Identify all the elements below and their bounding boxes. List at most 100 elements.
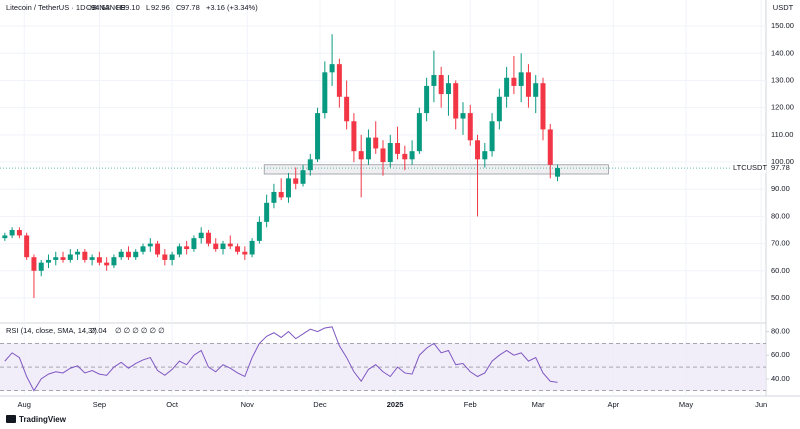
x-tick-label: Oct — [166, 400, 179, 409]
candle-body — [387, 143, 393, 163]
candle-body — [467, 113, 473, 141]
candle-body — [496, 96, 502, 122]
x-tick-label: Apr — [607, 400, 619, 409]
rsi-tick-label: 80.00 — [771, 327, 790, 336]
candle-body — [460, 113, 466, 119]
candle-body — [416, 113, 422, 152]
candle-body — [453, 83, 459, 119]
candle-body — [67, 254, 73, 260]
price-label-symbol: LTCUSDT — [733, 163, 767, 172]
candle-body — [133, 251, 139, 258]
candle-body — [489, 121, 495, 152]
candle-body — [395, 143, 401, 154]
horizontal-zone — [263, 164, 609, 175]
y-tick-label: 60.00 — [771, 266, 790, 275]
x-tick-label: 2025 — [387, 400, 404, 409]
ohlc-change: +3.16 (+3.34%) — [206, 3, 258, 12]
candle-body — [140, 246, 146, 252]
y-tick-label: 120.00 — [771, 103, 794, 112]
y-tick-label: 140.00 — [771, 48, 794, 57]
candle-body — [2, 235, 8, 239]
candle-body — [365, 137, 371, 160]
symbol-title: Litecoin / TetherUS · 1D · BINANCE — [6, 3, 126, 12]
candle-body — [205, 232, 211, 244]
price-label-value: 97.78 — [771, 163, 790, 172]
candle-body — [75, 251, 81, 255]
x-tick-label: Dec — [313, 400, 327, 409]
ohlc-field: H — [116, 3, 121, 12]
y-tick-label: 70.00 — [771, 239, 790, 248]
candle-body — [184, 246, 190, 250]
candle-body — [249, 240, 255, 255]
price-label-box — [730, 163, 766, 174]
x-tick-label: Jun — [755, 400, 767, 409]
candle-body — [555, 168, 561, 177]
candle-body — [60, 257, 66, 260]
rsi-title: RSI (14, close, SMA, 14, 2) — [6, 326, 97, 335]
candle-body — [271, 191, 277, 203]
candle-body — [504, 77, 510, 97]
ohlc-value: 97.78 — [181, 3, 200, 12]
candle-body — [329, 64, 335, 73]
candle-body — [162, 254, 168, 260]
candle-body — [533, 83, 539, 97]
ohlc-value: 99.10 — [121, 3, 140, 12]
candle-body — [525, 72, 531, 97]
candle-body — [9, 230, 15, 236]
rsi-tick-label: 40.00 — [771, 374, 790, 383]
candle-body — [409, 151, 415, 160]
candle-body — [24, 235, 30, 258]
rsi-extra: ∅ ∅ ∅ ∅ ∅ ∅ — [115, 326, 165, 335]
candle-body — [322, 72, 328, 114]
candle-body — [16, 230, 22, 236]
candle-body — [540, 83, 546, 130]
candle-body — [256, 221, 262, 241]
ohlc-field: O — [86, 3, 92, 12]
ohlc-value: 92.96 — [151, 3, 170, 12]
candle-body — [111, 257, 117, 266]
candle-body — [104, 262, 110, 266]
candle-body — [438, 75, 444, 95]
candle-body — [118, 251, 124, 258]
logo-text: TradingView — [19, 415, 67, 424]
candle-body — [431, 75, 437, 86]
candle-body — [315, 113, 321, 160]
candle-body — [475, 140, 481, 160]
candle-body — [264, 202, 270, 222]
candle-body — [285, 178, 291, 198]
x-tick-label: Nov — [241, 400, 255, 409]
candle-body — [198, 232, 204, 239]
y-tick-label: 50.00 — [771, 293, 790, 302]
candle-body — [176, 246, 182, 255]
candle-body — [53, 257, 59, 260]
y-tick-label: 90.00 — [771, 184, 790, 193]
rsi-tick-label: 60.00 — [771, 350, 790, 359]
ohlc-field: C — [176, 3, 182, 12]
y-tick-label: 110.00 — [771, 130, 793, 139]
candle-body — [511, 77, 517, 86]
candle-body — [89, 257, 95, 260]
candle-body — [227, 243, 233, 247]
candle-body — [424, 85, 430, 114]
candle-body — [213, 243, 219, 250]
candle-body — [344, 96, 350, 122]
ohlc-field: L — [146, 3, 150, 12]
candle-body — [547, 129, 553, 165]
x-tick-label: Sep — [93, 400, 106, 409]
candle-body — [482, 151, 488, 160]
candle-body — [445, 83, 451, 95]
y-tick-label: 130.00 — [771, 75, 794, 84]
candle-body — [191, 238, 197, 250]
candle-body — [373, 137, 379, 149]
candle-body — [147, 243, 153, 247]
candle-body — [336, 64, 342, 97]
x-tick-label: Mar — [532, 400, 545, 409]
candle-body — [351, 121, 357, 152]
y-tick-label: 100.00 — [771, 157, 794, 166]
candle-body — [293, 178, 299, 184]
plot — [0, 0, 766, 396]
candle-body — [45, 259, 51, 263]
candle-body — [300, 170, 306, 184]
ohlc-readout: O 94.63 H 99.10 L 92.96 C 97.78 +3.16 (+3.34%) — [86, 3, 258, 12]
